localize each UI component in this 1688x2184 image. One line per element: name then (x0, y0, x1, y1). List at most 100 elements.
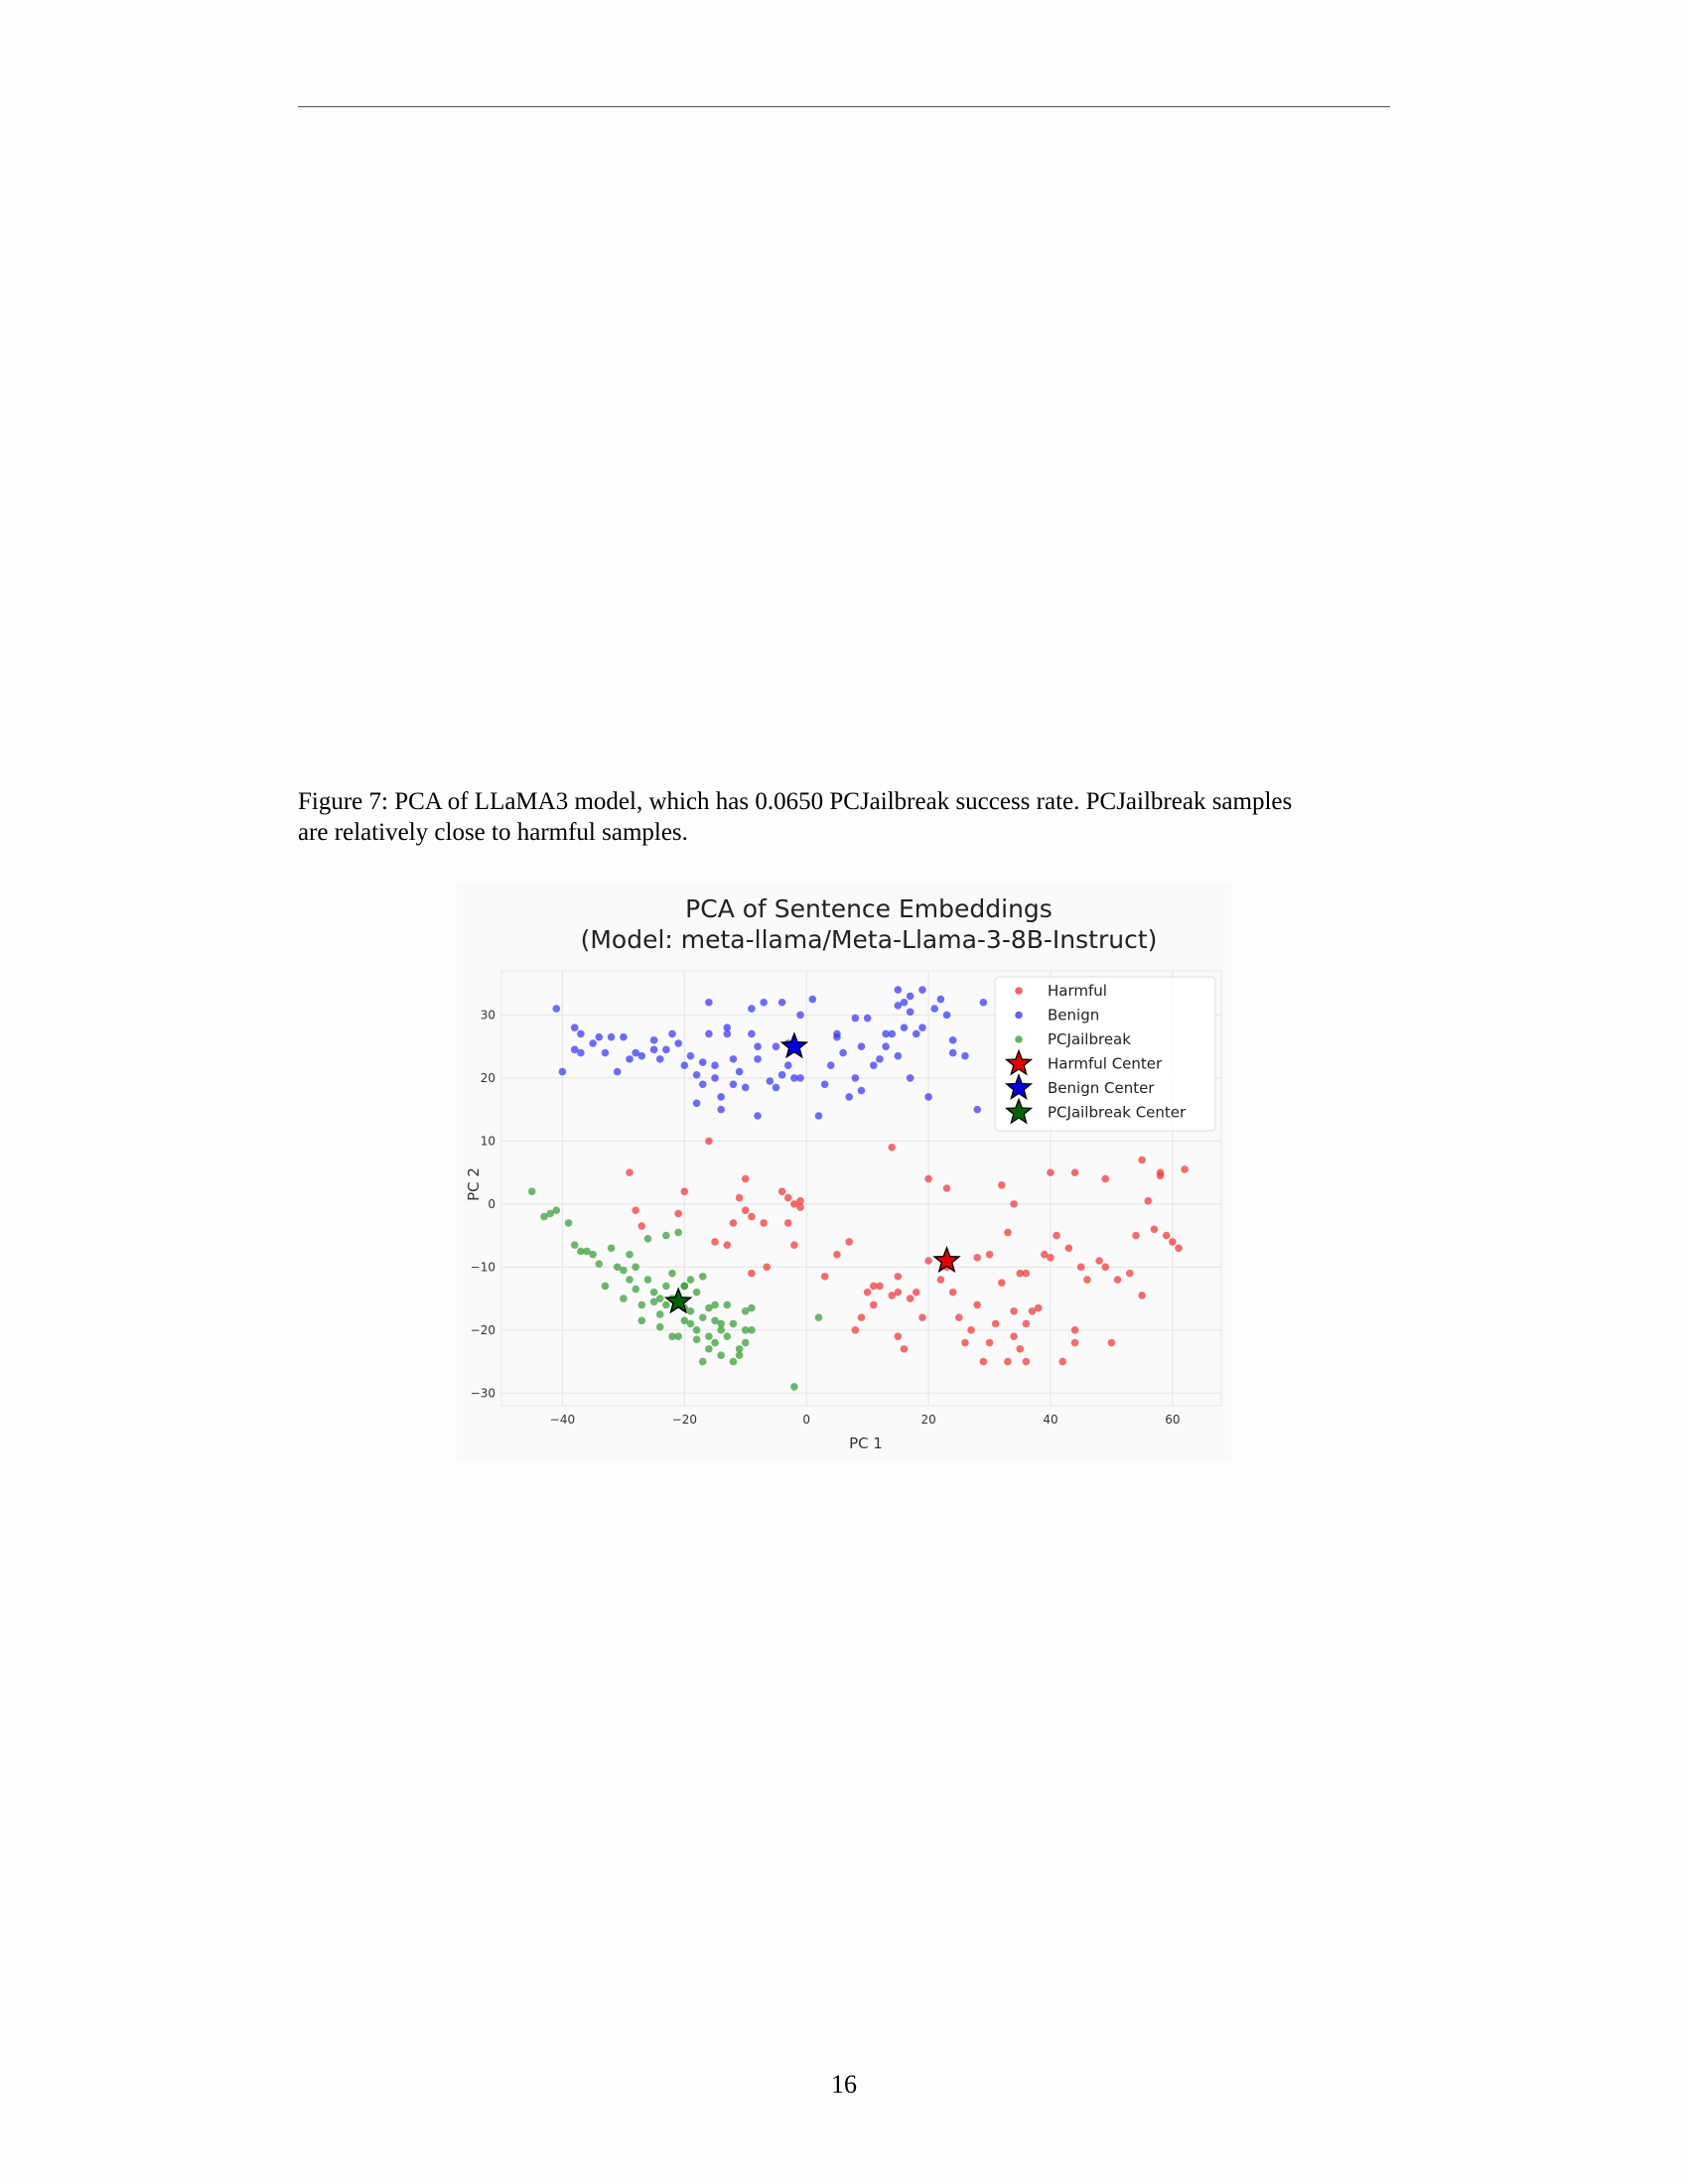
data-point-harmful (748, 1269, 756, 1278)
data-point-harmful (1047, 1254, 1055, 1262)
data-point-harmful (894, 1273, 903, 1281)
data-point-benign (558, 1067, 567, 1076)
x-tick-label: 40 (1043, 1413, 1057, 1427)
data-point-pcjailbreak (686, 1276, 695, 1284)
data-point-benign (820, 1080, 829, 1089)
data-point-benign (607, 1032, 616, 1041)
data-point-benign (692, 1070, 701, 1079)
data-point-harmful (876, 1282, 884, 1291)
data-point-harmful (1022, 1319, 1031, 1328)
data-point-benign (632, 1048, 639, 1057)
data-point-pcjailbreak (723, 1300, 732, 1309)
data-point-benign (748, 1029, 756, 1038)
data-point-benign (906, 992, 914, 1001)
data-point-pcjailbreak (668, 1332, 676, 1340)
data-point-pcjailbreak (735, 1345, 744, 1353)
x-tick-label: 20 (920, 1413, 935, 1427)
data-point-pcjailbreak (632, 1285, 639, 1294)
data-point-pcjailbreak (674, 1332, 682, 1340)
data-point-benign (930, 1005, 939, 1013)
data-point-pcjailbreak (729, 1357, 738, 1366)
data-point-harmful (985, 1338, 994, 1347)
data-point-harmful (998, 1181, 1006, 1189)
data-point-harmful (796, 1203, 804, 1211)
data-point-benign (589, 1039, 597, 1047)
data-point-benign (790, 1074, 798, 1082)
data-point-pcjailbreak (717, 1319, 725, 1328)
data-point-pcjailbreak (686, 1319, 695, 1328)
legend-marker (1015, 1035, 1023, 1043)
data-point-benign (863, 1014, 872, 1023)
data-point-benign (851, 1014, 860, 1023)
x-tick-label: −20 (672, 1413, 697, 1427)
data-point-harmful (1053, 1231, 1060, 1240)
data-point-pcjailbreak (655, 1322, 664, 1331)
data-point-benign (601, 1048, 610, 1057)
data-point-pcjailbreak (748, 1326, 756, 1334)
data-point-benign (711, 1061, 719, 1070)
data-point-harmful (888, 1292, 897, 1299)
data-point-harmful (967, 1326, 975, 1334)
data-point-benign (595, 1032, 604, 1041)
data-point-pcjailbreak (674, 1228, 682, 1237)
data-point-pcjailbreak (655, 1295, 664, 1302)
data-point-harmful (735, 1193, 744, 1202)
data-point-harmful (936, 1276, 945, 1284)
data-point-benign (760, 998, 768, 1007)
data-point-harmful (918, 1313, 926, 1321)
data-point-benign (698, 1080, 707, 1089)
data-point-harmful (845, 1238, 854, 1246)
data-point-benign (912, 1029, 920, 1038)
data-point-pcjailbreak (649, 1297, 658, 1306)
data-point-pcjailbreak (717, 1326, 725, 1334)
data-point-pcjailbreak (698, 1357, 707, 1366)
data-point-pcjailbreak (577, 1247, 585, 1256)
data-point-benign (777, 1070, 786, 1079)
data-point-benign (577, 1048, 585, 1057)
figure-caption: Figure 7: PCA of LLaMA3 model, which has… (298, 786, 1390, 848)
data-point-pcjailbreak (692, 1326, 701, 1334)
data-point-benign (552, 1005, 561, 1013)
data-point-harmful (1004, 1357, 1012, 1366)
data-point-benign (754, 1055, 762, 1063)
data-point-harmful (1022, 1357, 1031, 1366)
data-point-harmful (1028, 1306, 1037, 1315)
data-point-pcjailbreak (705, 1303, 713, 1312)
data-point-pcjailbreak (741, 1326, 750, 1334)
data-point-benign (686, 1051, 695, 1060)
caption-line-2: are relatively close to harmful samples. (298, 819, 688, 846)
data-point-benign (570, 1024, 579, 1031)
data-point-pcjailbreak (692, 1288, 701, 1297)
data-point-benign (723, 1024, 732, 1031)
data-point-benign (570, 1045, 579, 1054)
data-point-harmful (1101, 1174, 1110, 1183)
data-point-harmful (626, 1168, 633, 1176)
page-number: 16 (831, 2070, 857, 2099)
legend-label: Benign (1048, 1007, 1099, 1024)
data-point-harmful (796, 1196, 804, 1205)
data-point-harmful (979, 1357, 988, 1366)
data-point-benign (637, 1051, 646, 1060)
data-point-harmful (1016, 1345, 1025, 1353)
data-point-harmful (894, 1288, 903, 1297)
legend-label: Harmful (1048, 982, 1107, 1000)
x-tick-label: −40 (550, 1413, 575, 1427)
data-point-benign (876, 1055, 884, 1063)
y-tick-label: 0 (488, 1197, 495, 1211)
data-point-pcjailbreak (655, 1310, 664, 1318)
data-point-pcjailbreak (626, 1250, 633, 1259)
data-point-benign (717, 1093, 725, 1101)
data-point-harmful (888, 1143, 897, 1152)
data-point-benign (626, 1055, 633, 1063)
data-point-harmful (1126, 1269, 1134, 1278)
data-point-benign (869, 1061, 878, 1070)
data-point-pcjailbreak (698, 1273, 707, 1281)
data-point-pcjailbreak (601, 1282, 610, 1291)
data-point-pcjailbreak (717, 1351, 725, 1360)
data-point-harmful (777, 1187, 786, 1195)
data-point-harmful (637, 1222, 646, 1230)
plot-area: −40 −20 0 20 40 60 −30 −20 −10 0 10 20 30 Harmful Beni… (471, 970, 1222, 1427)
series-benign (552, 986, 988, 1120)
data-point-benign (649, 1045, 658, 1054)
data-point-harmful (948, 1288, 957, 1297)
